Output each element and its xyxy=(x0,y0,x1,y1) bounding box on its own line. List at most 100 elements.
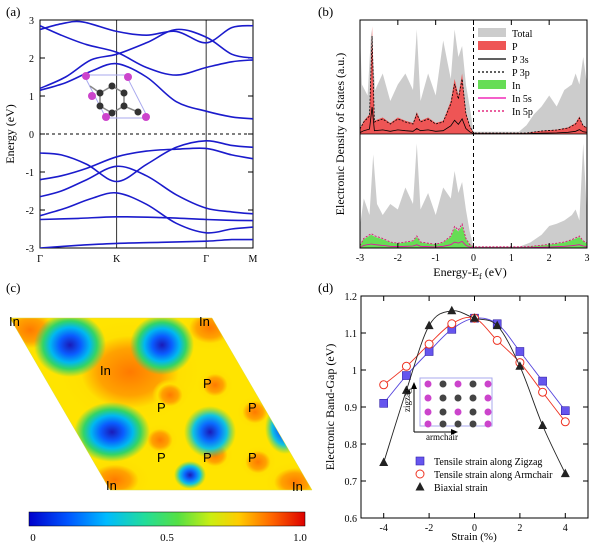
x-axis-label-unit: (eV) xyxy=(482,265,507,279)
atom-p xyxy=(108,109,116,117)
panel-c: (c) In In In In I xyxy=(6,280,313,544)
data-point xyxy=(560,417,570,427)
low-density-region xyxy=(34,318,106,377)
hot-region xyxy=(142,424,178,456)
panel-b: (b) -3 -2 -1 0 1 2 3 Energy-Ef (eV) Electronic D… xyxy=(318,4,590,281)
data-point xyxy=(401,385,411,394)
colorbar-tick-label: 1.0 xyxy=(293,532,307,544)
y-tick-label: 0.6 xyxy=(345,514,358,525)
legend-marker xyxy=(415,469,425,479)
p3s-dos-top xyxy=(360,106,587,135)
data-point xyxy=(538,420,548,429)
atom-label-p: P xyxy=(203,376,212,391)
y-tick-label: 0.8 xyxy=(345,440,358,451)
atom-p xyxy=(120,89,128,97)
atom-label-in: In xyxy=(100,363,111,378)
y-tick-label: 2 xyxy=(29,54,34,65)
atom-in xyxy=(484,408,492,416)
x-tick-label: -2 xyxy=(394,253,402,264)
atom-label-p: P xyxy=(203,450,212,465)
atom-p xyxy=(439,408,447,416)
lattice-inset: zigzag armchair xyxy=(402,377,493,442)
x-axis-label-subscript: f xyxy=(479,272,482,281)
band-line xyxy=(40,215,253,222)
low-density-region xyxy=(174,461,206,489)
band-line xyxy=(40,20,253,44)
hot-region xyxy=(240,446,276,478)
data-point xyxy=(402,371,411,380)
atom-labels: In In In In In P P P P P P xyxy=(9,314,303,494)
data-point xyxy=(379,457,389,466)
atom-label-p: P xyxy=(157,400,166,415)
atom-p xyxy=(469,394,477,402)
legend-label: Total xyxy=(512,29,533,40)
atom-p xyxy=(469,380,477,388)
y-tick-label: 3 xyxy=(29,16,34,27)
y-tick-label: -3 xyxy=(26,244,34,255)
x-tick-label: 0 xyxy=(472,523,477,534)
atom-p xyxy=(454,420,462,428)
atom-p xyxy=(134,108,142,116)
data-point xyxy=(401,361,411,371)
hot-region xyxy=(152,379,188,411)
bandgap-legend: Tensile strain along Zigzag Tensile strai… xyxy=(415,456,553,494)
data-point xyxy=(492,320,502,330)
low-density-region xyxy=(184,406,236,458)
zigzag-arrowhead xyxy=(411,382,417,389)
x-axis-label: Energy-Ef (eV) xyxy=(433,265,506,281)
band-line xyxy=(40,28,253,90)
atom-p xyxy=(439,394,447,402)
dos-axes: -3 -2 -1 0 1 2 3 Energy-Ef (eV) Electronic Densi… xyxy=(333,19,590,281)
data-point xyxy=(447,319,457,329)
legend-swatch xyxy=(478,41,506,50)
p3p-dos-top xyxy=(360,35,587,134)
atom-in xyxy=(484,394,492,402)
dos-legend: Total P P 3s P 3p In In 5s In 5p xyxy=(478,28,533,118)
total-dos-bottom xyxy=(360,143,587,248)
y-tick-label: -2 xyxy=(26,206,34,217)
data-point xyxy=(424,339,434,349)
x-tick-label: -2 xyxy=(425,523,433,534)
y-tick-label: 1.2 xyxy=(345,292,358,303)
colorbar-tick-label: 0 xyxy=(30,532,36,544)
hot-region xyxy=(197,369,233,401)
atom-in xyxy=(142,113,150,121)
band-axes: -3 -2 -1 0 1 2 3 Γ K Γ M Energy (eV) xyxy=(3,16,258,265)
atom-in xyxy=(424,394,432,402)
map-boundary xyxy=(9,317,313,491)
legend-label: Tensile strain along Armchair xyxy=(434,470,553,481)
data-point xyxy=(515,347,525,356)
low-density-region xyxy=(74,402,150,462)
band-line xyxy=(40,238,253,248)
data-point xyxy=(560,468,570,478)
band-line xyxy=(40,62,253,120)
legend-label: Biaxial strain xyxy=(434,483,488,494)
y-tick-label: 1 xyxy=(352,366,357,377)
inset-label-armchair: armchair xyxy=(426,432,458,442)
atom-label-p: P xyxy=(157,450,166,465)
low-density-region xyxy=(130,318,194,375)
crystal-inset xyxy=(82,72,150,121)
k-point-label: K xyxy=(113,254,121,265)
legend-label: In 5p xyxy=(512,107,533,118)
atom-in xyxy=(454,380,462,388)
atom-label-in: In xyxy=(106,478,117,493)
data-point xyxy=(379,398,389,408)
k-point-label: Γ xyxy=(37,254,43,265)
x-tick-label: 2 xyxy=(547,253,552,264)
atom-p xyxy=(469,408,477,416)
band-line xyxy=(40,139,253,183)
data-point xyxy=(492,335,502,345)
panel-a: (a) -3 -2 -1 0 1 2 3 Γ K Γ M Energy (eV) xyxy=(3,4,258,265)
atom-label-in: In xyxy=(292,479,303,494)
data-point xyxy=(379,380,389,390)
legend-swatch xyxy=(478,80,506,89)
atom-in xyxy=(484,420,492,428)
atom-label-p: P xyxy=(248,450,257,465)
k-point-label: M xyxy=(249,254,258,265)
x-tick-label: -3 xyxy=(356,253,364,264)
y-axis-label: Energy (eV) xyxy=(3,104,17,163)
atom-p xyxy=(108,82,116,90)
atom-p xyxy=(96,102,104,110)
